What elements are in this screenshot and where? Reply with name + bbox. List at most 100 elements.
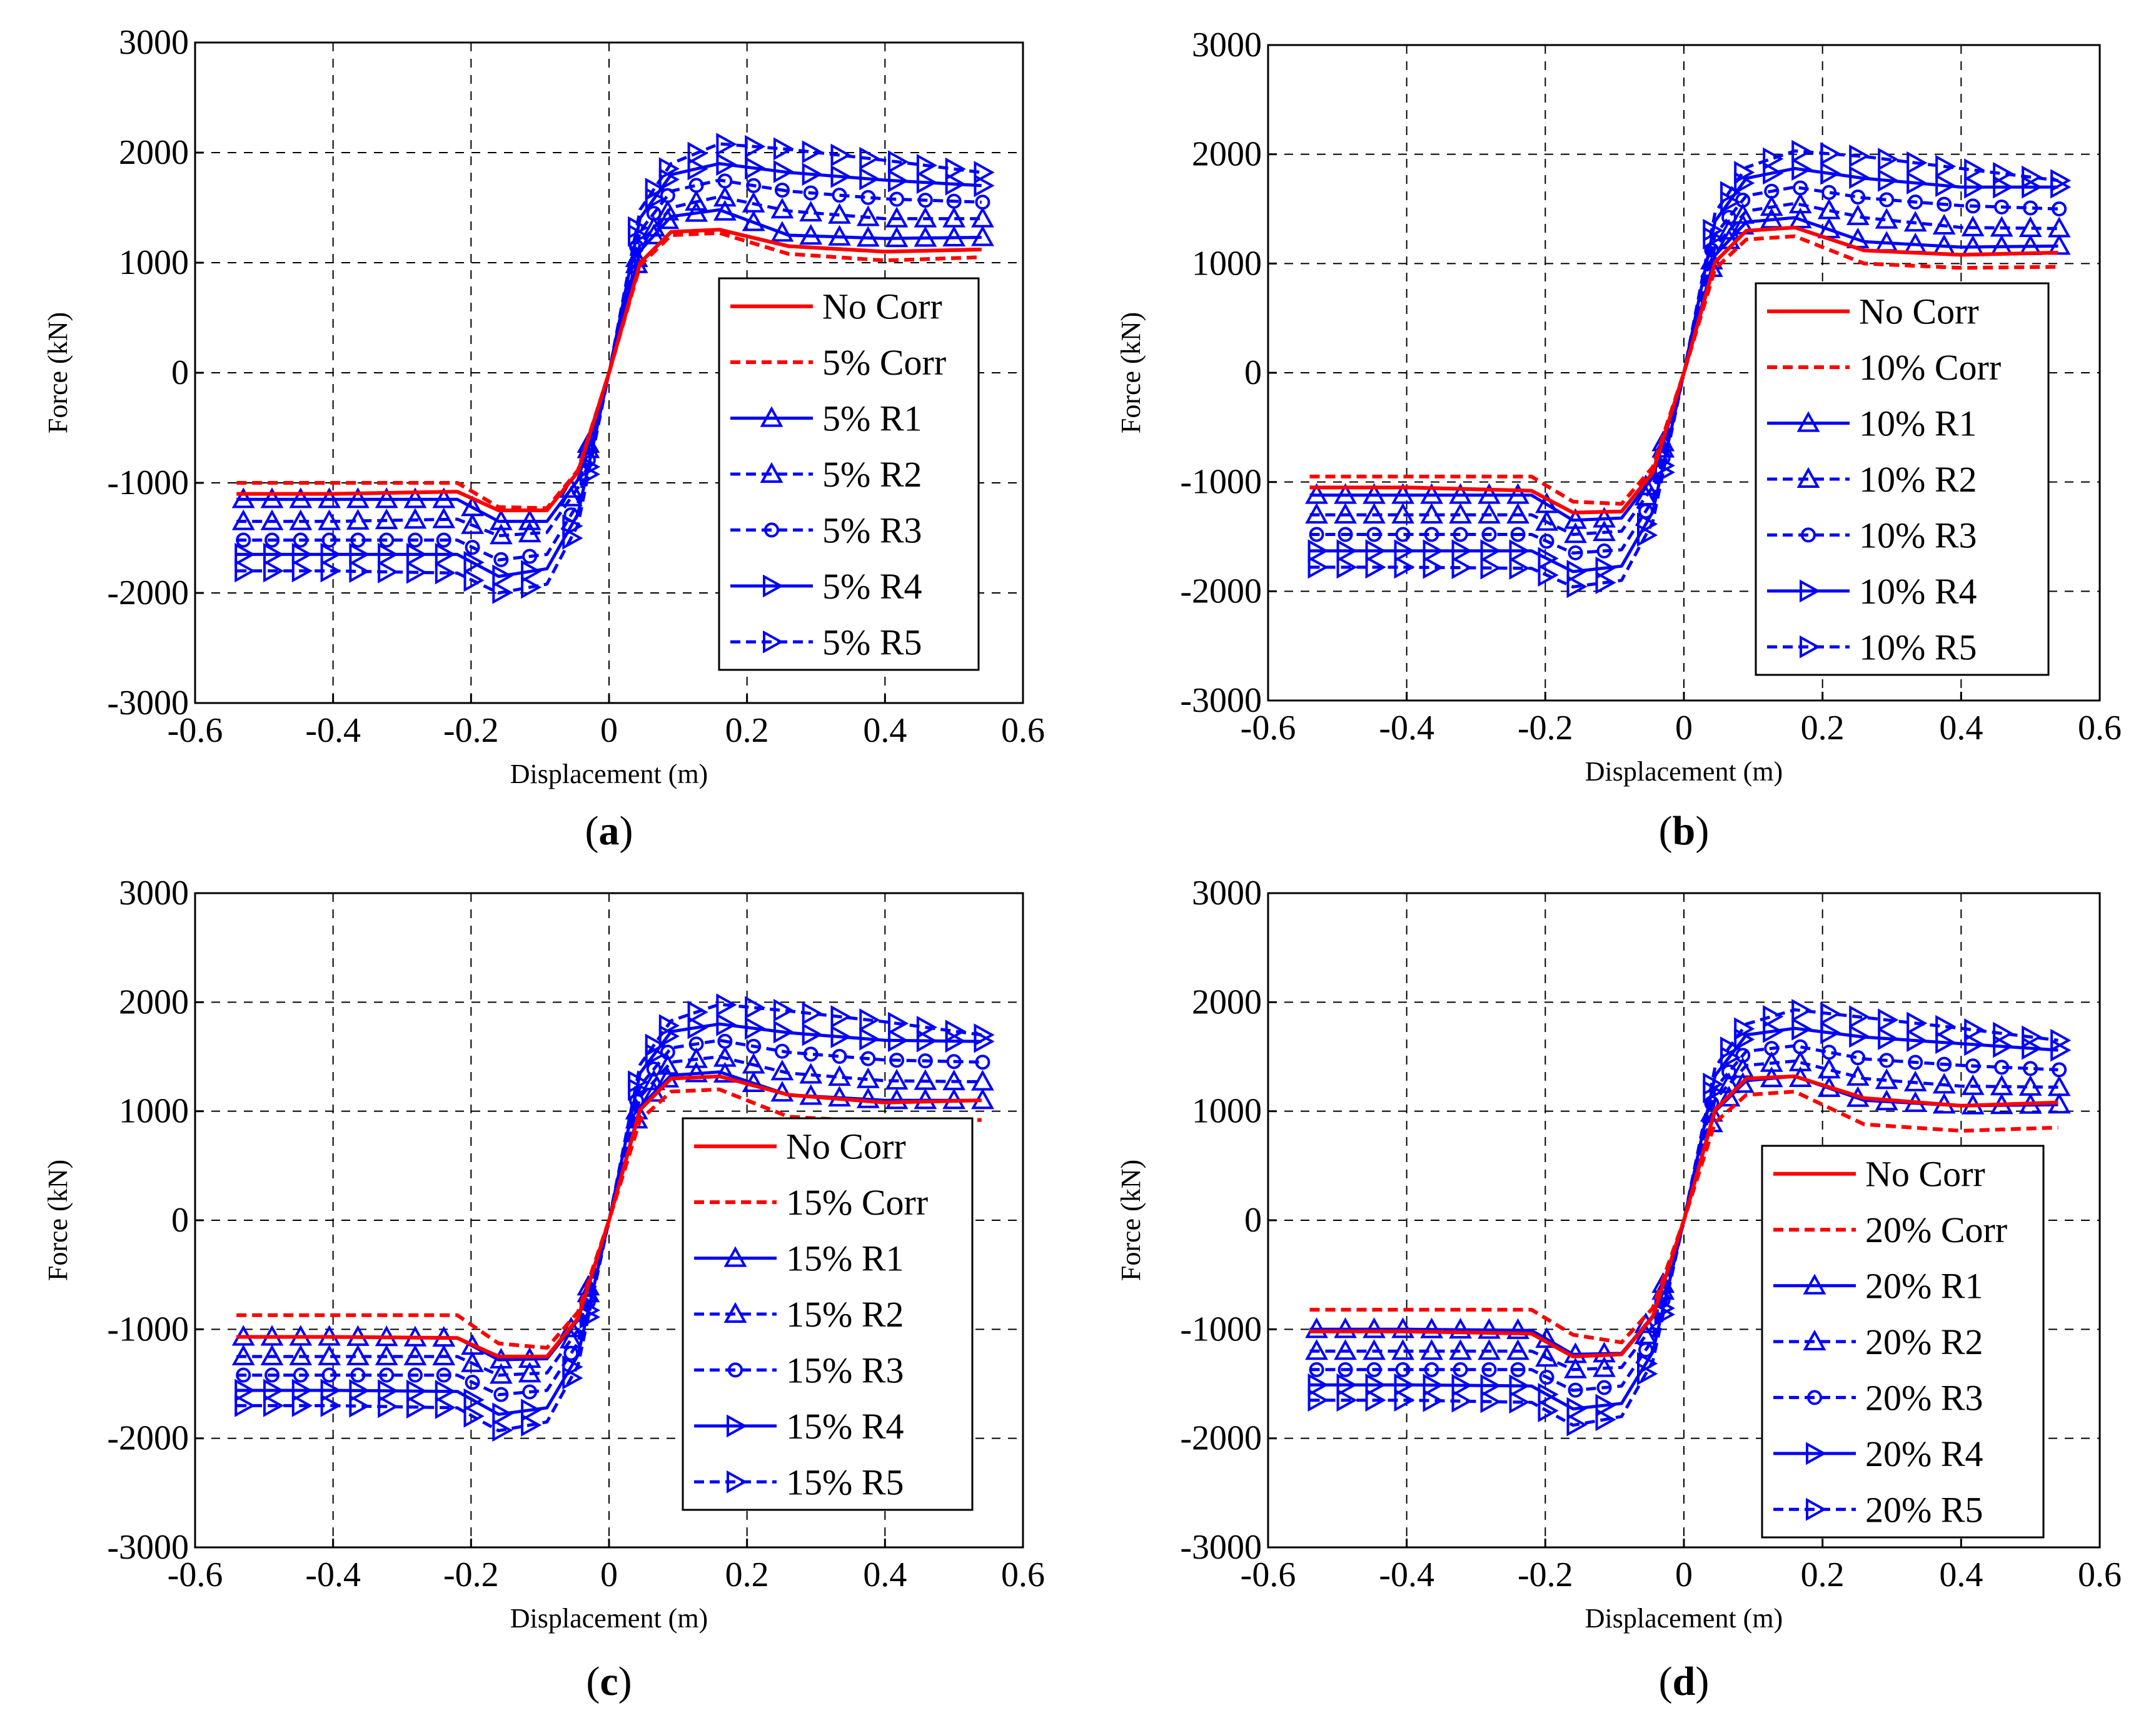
data-point — [885, 1068, 909, 1090]
data-point — [1878, 1027, 1899, 1050]
data-point — [1449, 1317, 1472, 1339]
data-point — [1391, 502, 1414, 524]
data-point — [1990, 216, 2013, 237]
legend-label: 20% R2 — [1865, 1322, 1983, 1362]
data-point — [1566, 575, 1588, 599]
series-group — [1305, 139, 2072, 599]
data-point — [688, 1036, 704, 1052]
data-point — [1449, 483, 1472, 504]
data-point — [1793, 1039, 1808, 1055]
x-tick-label: -0.6 — [168, 711, 223, 750]
data-point — [1334, 1339, 1357, 1360]
y-tick-label: 2000 — [1192, 983, 1262, 1021]
data-point — [1480, 1373, 1501, 1397]
data-point — [1366, 527, 1382, 542]
data-point — [493, 552, 509, 567]
data-point — [1595, 556, 1616, 580]
data-point — [688, 178, 704, 193]
x-tick-label: 0.6 — [1001, 1556, 1045, 1594]
y-tick-label: -2000 — [107, 1419, 189, 1458]
data-point — [234, 1379, 256, 1402]
data-point — [914, 206, 937, 228]
data-point — [1566, 560, 1588, 583]
data-point — [2052, 201, 2067, 216]
data-point — [1506, 1318, 1529, 1339]
data-point — [493, 1387, 509, 1402]
x-tick-label: 0.4 — [863, 1556, 907, 1594]
data-point — [1366, 1362, 1382, 1377]
data-point — [1734, 1017, 1755, 1041]
data-point — [1423, 539, 1444, 563]
data-point — [799, 1063, 823, 1084]
data-point — [406, 1379, 428, 1403]
data-point — [1721, 1064, 1737, 1080]
data-point — [1703, 218, 1724, 242]
data-point — [1394, 539, 1415, 563]
data-point — [518, 509, 542, 530]
data-point — [1539, 1369, 1554, 1385]
data-point — [713, 1061, 737, 1083]
data-point — [885, 226, 909, 248]
data-point — [375, 1344, 398, 1365]
data-point — [579, 1305, 601, 1329]
data-point — [1935, 174, 1957, 198]
data-point — [1717, 1072, 1741, 1093]
y-tick-label: 0 — [1244, 353, 1262, 392]
data-point — [492, 1402, 513, 1426]
legend: No Corr 15% Corr 15% R1 15% R2 15% R3 15% R4 1… — [682, 1117, 974, 1511]
data-point — [746, 1038, 762, 1054]
data-point — [1731, 1057, 1755, 1078]
data-point — [403, 508, 427, 529]
data-point — [1993, 162, 2014, 185]
data-point — [687, 141, 708, 165]
data-point — [685, 190, 708, 211]
data-point — [1993, 175, 2014, 199]
data-point — [1820, 161, 1841, 185]
data-point — [463, 550, 485, 574]
data-point — [562, 1366, 583, 1390]
data-point — [774, 1043, 790, 1059]
x-tick-label: 0.2 — [1801, 709, 1845, 747]
legend-label: No Corr — [786, 1126, 906, 1167]
data-point — [1760, 195, 1783, 216]
data-point — [1654, 460, 1675, 484]
x-tick-label: 0 — [1675, 1556, 1693, 1594]
data-point — [289, 487, 313, 508]
data-point — [1307, 1389, 1329, 1412]
data-point — [1849, 1005, 1870, 1029]
data-point — [859, 167, 880, 191]
data-point — [378, 543, 399, 566]
legend-label: 5% R2 — [822, 454, 922, 495]
data-point — [350, 532, 366, 548]
data-point — [1509, 1374, 1530, 1398]
data-point — [1932, 1073, 1956, 1094]
legend-label: No Corr — [822, 286, 942, 327]
data-point — [1420, 1317, 1443, 1338]
data-point — [1336, 1373, 1358, 1397]
data-point — [1391, 1317, 1414, 1338]
x-tick-label: 0 — [1675, 709, 1693, 747]
data-point — [645, 1033, 666, 1057]
data-point — [1564, 508, 1587, 529]
data-point — [403, 1344, 427, 1365]
legend-marker — [1803, 1329, 1826, 1350]
data-point — [687, 1016, 708, 1040]
data-point — [435, 1380, 456, 1403]
data-point — [828, 225, 851, 246]
data-point — [802, 1001, 823, 1025]
data-point — [971, 1070, 994, 1091]
series-group — [231, 993, 995, 1442]
data-point — [656, 1054, 680, 1075]
data-point — [291, 559, 313, 583]
data-point — [1637, 1362, 1658, 1385]
y-axis-label: Force (kN) — [43, 312, 73, 433]
data-point — [1365, 555, 1386, 579]
data-point — [1478, 1318, 1501, 1339]
data-point — [914, 226, 937, 247]
data-point — [1821, 185, 1837, 200]
data-point — [1309, 1362, 1324, 1377]
legend-marker — [760, 462, 783, 483]
x-tick-label: -0.4 — [1379, 709, 1434, 747]
data-point — [1907, 151, 1928, 175]
